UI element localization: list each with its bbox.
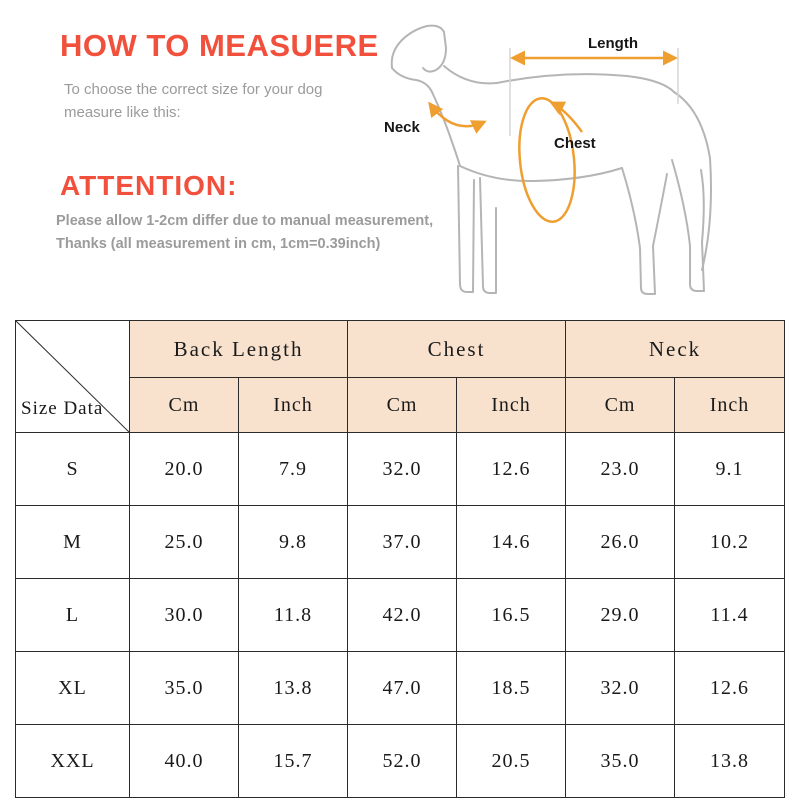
table-cell: 18.5 — [456, 651, 567, 725]
neck-arrow — [428, 101, 487, 134]
length-label: Length — [588, 35, 638, 52]
unit-header: Inch — [674, 377, 786, 433]
size-label: S — [15, 432, 130, 506]
chest-arrow — [549, 101, 584, 133]
neck-label: Neck — [384, 119, 421, 136]
size-label: XL — [15, 651, 130, 725]
table-cell: 7.9 — [237, 432, 349, 506]
size-label: L — [15, 578, 130, 652]
table-cell: 29.0 — [565, 578, 676, 652]
unit-header: Cm — [565, 377, 676, 433]
column-group-chest: Chest — [347, 320, 567, 378]
table-cell: 47.0 — [347, 651, 458, 725]
attention-heading: ATTENTION: — [60, 170, 238, 201]
table-cell: 10.2 — [674, 505, 786, 579]
table-cell: 26.0 — [565, 505, 676, 579]
table-row-l: L 30.0 11.8 42.0 16.5 29.0 11.4 — [15, 578, 786, 652]
table-cell: 35.0 — [129, 651, 239, 725]
table-cell: 11.4 — [674, 578, 786, 652]
table-cell: 16.5 — [456, 578, 567, 652]
unit-header: Inch — [456, 377, 567, 433]
measurement-arrows — [428, 50, 678, 223]
table-cell: 12.6 — [674, 651, 786, 725]
table-row-xl: XL 35.0 13.8 47.0 18.5 32.0 12.6 — [15, 651, 786, 725]
table-cell: 37.0 — [347, 505, 458, 579]
unit-header: Inch — [237, 377, 349, 433]
table-cell: 40.0 — [129, 724, 239, 798]
diagonal-divider — [16, 321, 129, 432]
table-cell: 15.7 — [237, 724, 349, 798]
column-group-neck: Neck — [565, 320, 786, 378]
table-cell: 11.8 — [237, 578, 349, 652]
table-cell: 12.6 — [456, 432, 567, 506]
table-group-header-row: Size Data Back Length Chest Neck — [15, 320, 786, 433]
unit-header: Cm — [347, 377, 458, 433]
table-cell: 20.0 — [129, 432, 239, 506]
chest-ellipse — [518, 97, 576, 223]
table-cell: 35.0 — [565, 724, 676, 798]
chest-label: Chest — [554, 135, 596, 152]
table-row-m: M 25.0 9.8 37.0 14.6 26.0 10.2 — [15, 505, 786, 579]
attention-note-line1: Please allow 1-2cm differ due to manual … — [56, 213, 434, 229]
attention-note-line2: Thanks (all measurement in cm, 1cm=0.39i… — [56, 236, 381, 253]
unit-header: Cm — [129, 377, 239, 433]
table-cell: 20.5 — [456, 724, 567, 798]
table-cell: 9.1 — [674, 432, 786, 506]
table-unit-header-row: Cm Inch Cm Inch Cm Inch — [16, 377, 786, 433]
table-row-s: S 20.0 7.9 32.0 12.6 23.0 9.1 — [15, 432, 786, 506]
table-cell: 32.0 — [347, 432, 458, 506]
size-label: M — [15, 505, 130, 579]
measure-instructions: To choose the correct size for your dog … — [64, 81, 323, 122]
corner-cell: Size Data — [15, 320, 130, 433]
table-cell: 30.0 — [129, 578, 239, 652]
corner-label: Size Data — [21, 398, 104, 419]
size-label: XXL — [15, 724, 130, 798]
table-cell: 14.6 — [456, 505, 567, 579]
table-cell: 23.0 — [565, 432, 676, 506]
page-title: HOW TO MEASUERE — [60, 28, 379, 63]
dog-measurement-diagram: Length Neck Chest — [384, 24, 712, 295]
table-cell: 13.8 — [237, 651, 349, 725]
table-cell: 9.8 — [237, 505, 349, 579]
table-cell: 13.8 — [674, 724, 786, 798]
length-extent-lines — [509, 48, 679, 136]
table-cell: 52.0 — [347, 724, 458, 798]
table-row-xxl: XXL 40.0 15.7 52.0 20.5 35.0 13.8 — [15, 724, 786, 798]
attention-note: Please allow 1-2cm differ due to manual … — [56, 210, 433, 256]
column-group-back-length: Back Length — [128, 320, 349, 378]
table-cell: 32.0 — [565, 651, 676, 725]
table-cell: 25.0 — [129, 505, 239, 579]
dog-outline — [390, 24, 712, 295]
table-cell: 42.0 — [347, 578, 458, 652]
size-table: Size Data Back Length Chest Neck Cm Inch… — [15, 320, 786, 798]
